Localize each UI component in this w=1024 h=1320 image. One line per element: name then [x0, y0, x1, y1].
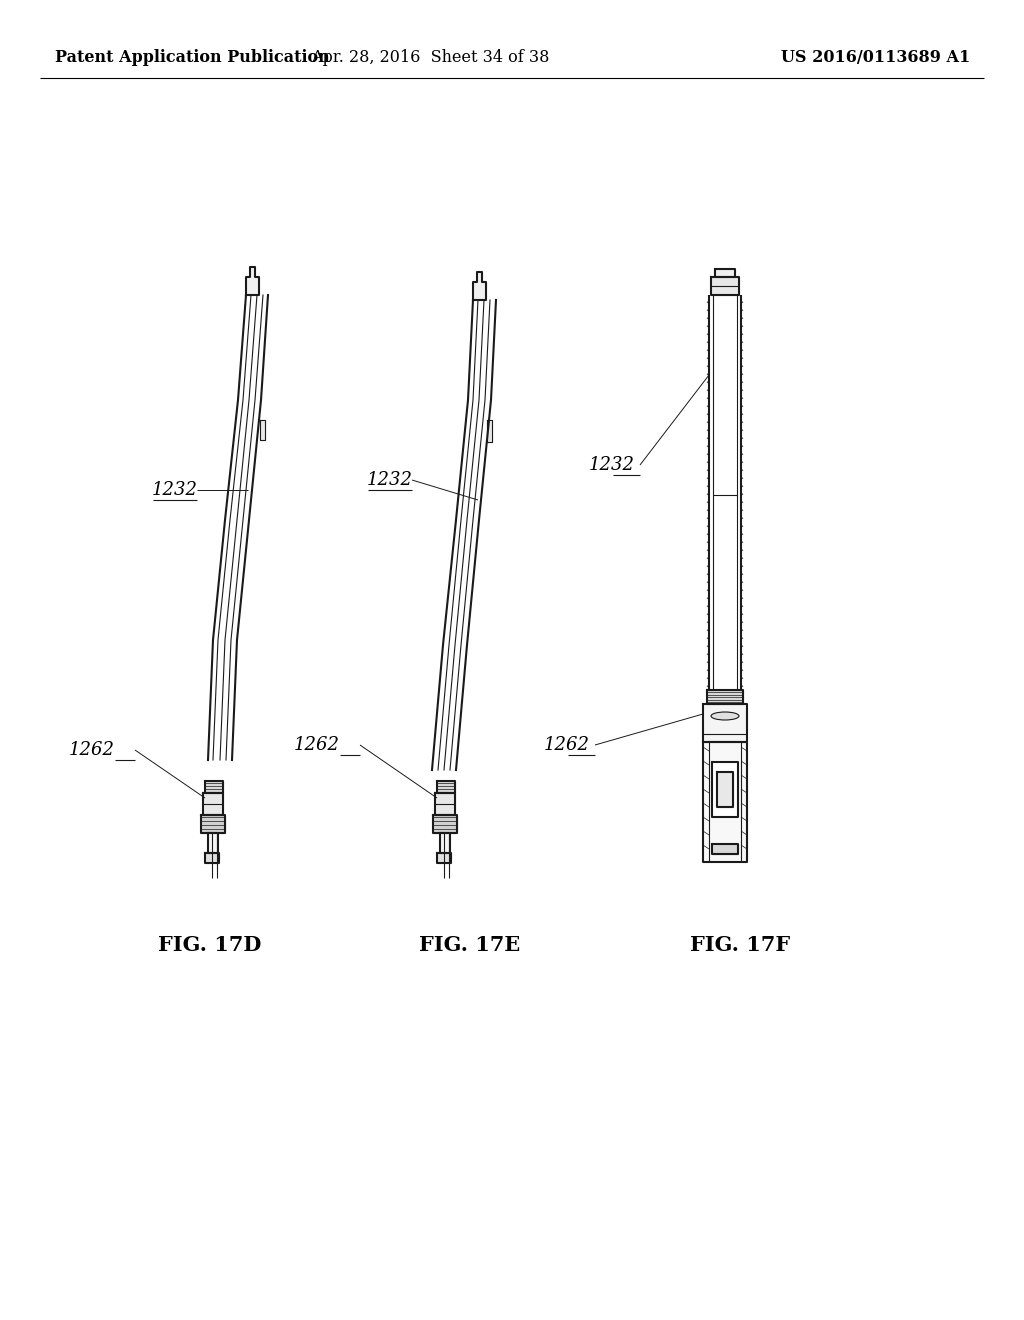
Text: 1262: 1262 [544, 737, 590, 754]
Text: FIG. 17F: FIG. 17F [690, 935, 791, 954]
Polygon shape [712, 843, 738, 854]
Text: 1262: 1262 [69, 741, 115, 759]
Polygon shape [435, 793, 455, 814]
Polygon shape [203, 793, 223, 814]
Polygon shape [437, 853, 451, 863]
Polygon shape [711, 277, 739, 294]
Text: 1232: 1232 [367, 471, 413, 488]
Polygon shape [703, 742, 746, 862]
Polygon shape [703, 704, 746, 742]
Polygon shape [205, 853, 219, 863]
Polygon shape [246, 267, 259, 294]
Polygon shape [440, 833, 450, 853]
Polygon shape [208, 833, 218, 853]
Text: 1262: 1262 [294, 737, 340, 754]
Text: FIG. 17D: FIG. 17D [159, 935, 262, 954]
Polygon shape [433, 814, 457, 833]
Text: US 2016/0113689 A1: US 2016/0113689 A1 [780, 49, 970, 66]
Text: 1232: 1232 [589, 455, 635, 474]
Polygon shape [707, 690, 743, 704]
Polygon shape [205, 781, 223, 793]
Polygon shape [260, 420, 265, 440]
Text: 1232: 1232 [152, 480, 198, 499]
Polygon shape [487, 420, 492, 442]
Text: Apr. 28, 2016  Sheet 34 of 38: Apr. 28, 2016 Sheet 34 of 38 [311, 49, 549, 66]
Polygon shape [712, 762, 738, 817]
Ellipse shape [711, 711, 739, 719]
Polygon shape [717, 772, 733, 807]
Text: FIG. 17E: FIG. 17E [420, 935, 520, 954]
Polygon shape [715, 269, 735, 277]
Polygon shape [473, 272, 486, 300]
Text: Patent Application Publication: Patent Application Publication [55, 49, 330, 66]
Polygon shape [437, 781, 455, 793]
Polygon shape [201, 814, 225, 833]
